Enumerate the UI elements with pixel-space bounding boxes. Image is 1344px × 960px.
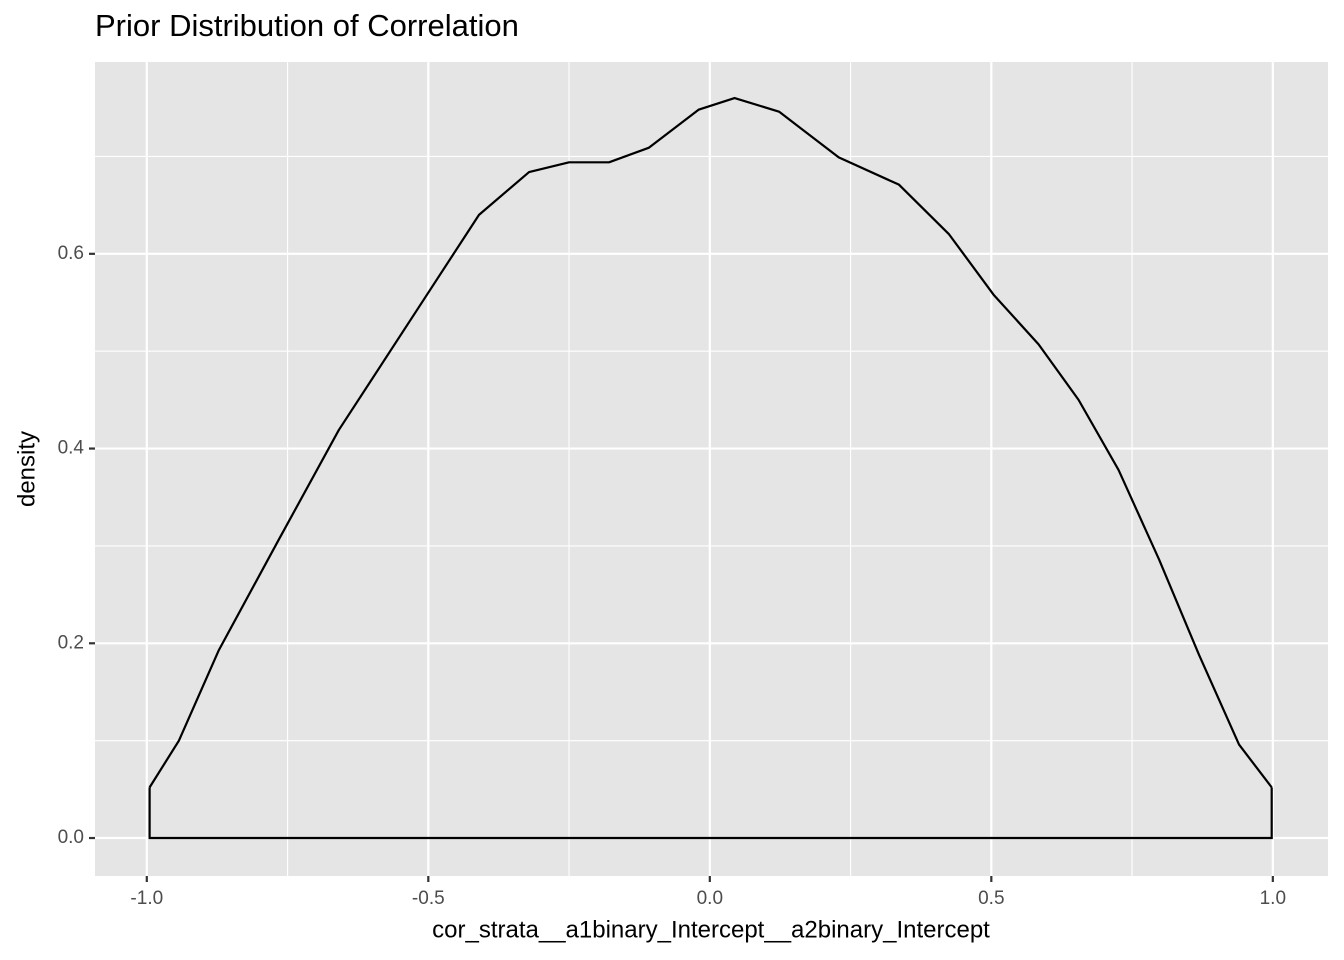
x-tick-label: 0.0 xyxy=(697,888,723,909)
x-tick-label: -1.0 xyxy=(130,888,163,909)
density-curve xyxy=(148,96,1273,789)
x-tick-label: 1.0 xyxy=(1260,888,1286,909)
y-tick-label: 0.2 xyxy=(58,632,84,653)
y-axis-title: density xyxy=(13,431,40,507)
x-tick-label: 0.5 xyxy=(978,888,1004,909)
y-tick-label: 0.0 xyxy=(58,827,84,848)
panel xyxy=(95,62,1328,876)
chart-title: Prior Distribution of Correlation xyxy=(95,8,519,43)
x-tick-label: -0.5 xyxy=(412,888,445,909)
x-axis-title: cor_strata__a1binary_Intercept__a2binary… xyxy=(432,916,990,943)
y-tick-label: 0.4 xyxy=(58,438,85,459)
y-tick-label: 0.6 xyxy=(58,243,84,264)
baseline xyxy=(148,787,1273,840)
